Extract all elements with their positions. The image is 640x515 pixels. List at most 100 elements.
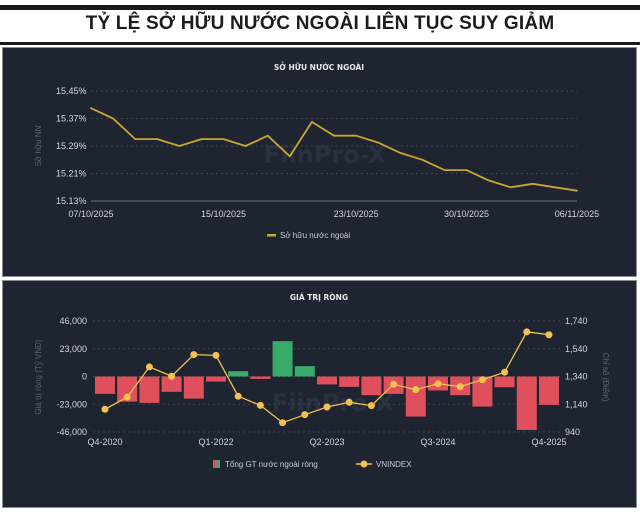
vnindex-data-point bbox=[345, 398, 353, 406]
right-y-tick-label: 1,140 bbox=[565, 399, 588, 409]
net-value-bar bbox=[272, 341, 293, 377]
ownership-data-point bbox=[443, 169, 446, 171]
net-value-bar bbox=[161, 376, 182, 392]
net-value-bar bbox=[361, 376, 382, 396]
y-tick-label: 15.45% bbox=[56, 86, 87, 96]
x-tick-label: 30/10/2025 bbox=[444, 209, 489, 219]
net-value-bar bbox=[117, 376, 138, 402]
ownership-data-point bbox=[355, 134, 357, 137]
ownership-data-point bbox=[134, 138, 137, 141]
ownership-data-point bbox=[465, 169, 468, 171]
net-value-bar bbox=[339, 376, 360, 387]
vnindex-data-point bbox=[212, 351, 220, 359]
net-value-bar bbox=[228, 371, 249, 377]
headline-top-rule bbox=[0, 5, 640, 10]
vnindex-data-point bbox=[434, 380, 442, 388]
x-tick-label: 07/10/2025 bbox=[68, 209, 113, 219]
ownership-data-point bbox=[311, 121, 313, 123]
vnindex-data-point bbox=[412, 386, 420, 394]
net-value-bar bbox=[317, 376, 337, 385]
legend-swatch-vnindex-dot bbox=[360, 460, 368, 468]
net-value-bar bbox=[250, 376, 271, 379]
ownership-data-point bbox=[222, 138, 225, 141]
net-value-bar bbox=[516, 376, 537, 430]
net-value-bar bbox=[294, 366, 315, 377]
ownership-data-point bbox=[112, 117, 114, 120]
ownership-data-point bbox=[200, 138, 203, 141]
ownership-data-point bbox=[554, 186, 556, 189]
ownership-data-point bbox=[288, 155, 291, 158]
chart-title: GIÁ TRỊ RÒNG bbox=[290, 293, 348, 302]
ownership-data-point bbox=[487, 179, 490, 182]
left-y-tick-label: 23,000 bbox=[59, 344, 87, 354]
net-value-bar bbox=[206, 376, 226, 382]
right-y-axis-title: Chỉ số (Điểm) bbox=[601, 353, 610, 402]
y-tick-label: 15.21% bbox=[56, 169, 87, 179]
vnindex-data-point bbox=[323, 403, 331, 411]
ownership-data-point bbox=[156, 138, 159, 141]
vnindex-data-point bbox=[523, 328, 531, 336]
y-axis-title: Sở hữu NN bbox=[34, 125, 43, 166]
headline-bottom-rule bbox=[0, 42, 640, 45]
ownership-data-point bbox=[244, 145, 247, 147]
ownership-data-point bbox=[377, 141, 380, 144]
x-tick-label: 15/10/2025 bbox=[201, 209, 246, 219]
vnindex-data-point bbox=[190, 351, 198, 359]
watermark: FiinPro-X bbox=[264, 141, 387, 169]
legend-swatch-ownership bbox=[267, 234, 276, 237]
left-y-axis-title: Giá trị ròng (Tỷ VND) bbox=[34, 339, 43, 414]
legend-swatch-net-value-neg bbox=[213, 460, 217, 468]
x-tick-label: Q2-2023 bbox=[309, 437, 344, 447]
net-value-bar bbox=[183, 376, 204, 399]
net-value-combo-chart: GIÁ TRỊ RÒNGFiinPro-X46,00023,0000-23,00… bbox=[34, 293, 610, 469]
x-tick-label: Q3-2024 bbox=[420, 437, 455, 447]
vnindex-data-point bbox=[301, 411, 309, 419]
net-value-bar bbox=[405, 376, 426, 417]
net-value-bar bbox=[494, 376, 515, 388]
net-value-bar bbox=[95, 376, 115, 394]
x-tick-label: 06/11/2025 bbox=[555, 209, 599, 219]
right-y-tick-label: 1,540 bbox=[565, 344, 588, 354]
left-y-tick-label: 46,000 bbox=[59, 316, 87, 326]
left-y-tick-label: -23,000 bbox=[56, 399, 87, 409]
vnindex-data-point bbox=[234, 392, 242, 400]
ownership-chart-panel: SỞ HỮU NƯỚC NGOÀI FiinPro-X 15.45% 15.37% 15… bbox=[2, 47, 637, 277]
net-value-chart-panel: GIÁ TRỊ RÒNG FiinPro-X 46,000 23,000 0 -23,00… bbox=[2, 280, 637, 508]
ownership-data-point bbox=[576, 189, 578, 192]
net-value-bar bbox=[139, 376, 160, 403]
vnindex-data-point bbox=[145, 363, 153, 371]
vnindex-data-point bbox=[367, 402, 375, 410]
legend-label-vnindex: VNINDEX bbox=[376, 460, 412, 469]
ownership-data-point bbox=[509, 186, 512, 189]
left-y-tick-label: -46,000 bbox=[56, 427, 87, 437]
ownership-data-point bbox=[90, 107, 92, 110]
x-tick-label: Q4-2020 bbox=[87, 437, 122, 447]
vnindex-data-point bbox=[123, 393, 131, 401]
net-value-bar bbox=[472, 376, 493, 407]
headline: TỶ LỆ SỞ HỮU NƯỚC NGOÀI LIÊN TỤC SUY GIẢ… bbox=[85, 13, 555, 34]
ownership-data-point bbox=[266, 134, 269, 137]
vnindex-data-point bbox=[478, 376, 486, 384]
x-tick-label: 23/10/2025 bbox=[334, 209, 379, 219]
net-value-bar bbox=[539, 376, 559, 405]
vnindex-data-point bbox=[501, 368, 509, 376]
vnindex-data-point bbox=[256, 401, 264, 409]
chart-title: SỞ HỮU NƯỚC NGOÀI bbox=[274, 62, 364, 72]
ownership-data-point bbox=[178, 145, 181, 147]
y-tick-label: 15.29% bbox=[56, 141, 87, 151]
vnindex-data-point bbox=[168, 372, 176, 380]
legend-label-ownership: Sở hữu nước ngoài bbox=[280, 231, 350, 240]
ownership-data-point bbox=[399, 151, 402, 154]
right-y-tick-label: 940 bbox=[565, 427, 580, 437]
legend-label-net-value: Tổng GT nước ngoài ròng bbox=[225, 460, 318, 469]
vnindex-data-point bbox=[101, 405, 109, 413]
vnindex-data-point bbox=[545, 331, 553, 339]
y-tick-label: 15.37% bbox=[56, 114, 87, 124]
ownership-data-point bbox=[421, 158, 424, 161]
x-tick-label: Q4-2025 bbox=[531, 437, 566, 447]
vnindex-data-point bbox=[279, 419, 287, 427]
ownership-data-point bbox=[531, 182, 534, 185]
vnindex-data-point bbox=[456, 383, 464, 391]
y-tick-label: 15.13% bbox=[56, 196, 87, 206]
ownership-data-point bbox=[333, 134, 335, 137]
